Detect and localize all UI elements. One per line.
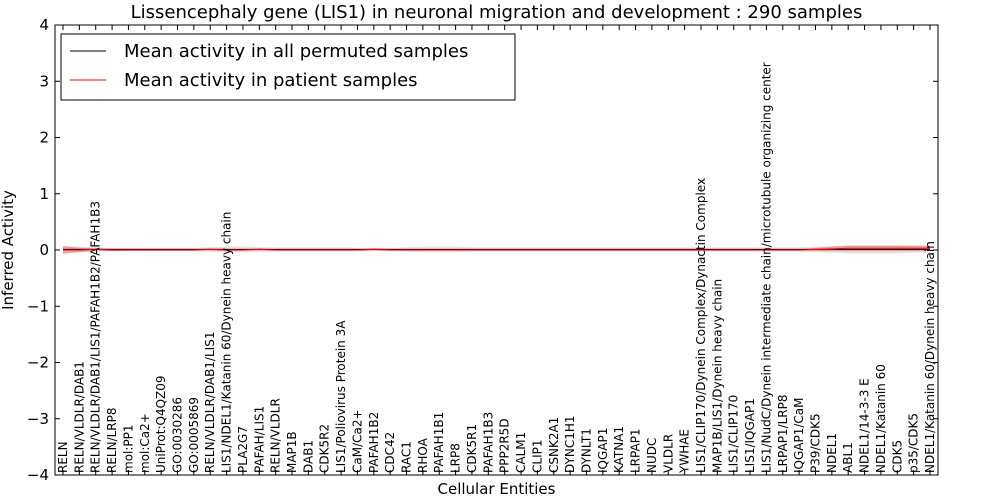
x-tick-label: CALM1 bbox=[514, 432, 528, 473]
x-axis-label: Cellular Entities bbox=[438, 480, 556, 498]
x-tick-label: IQGAP1 bbox=[596, 428, 610, 473]
x-tick-label: LIS1/CLIP170/Dynein Complex/Dynactin Com… bbox=[694, 178, 708, 473]
x-tick-label: GO:0005869 bbox=[187, 397, 201, 473]
x-tick-label: RAC1 bbox=[400, 441, 414, 473]
legend-label-0: Mean activity in all permuted samples bbox=[124, 41, 468, 62]
x-tick-label: CDK5 bbox=[890, 440, 904, 473]
chart-title: Lissencephaly gene (LIS1) in neuronal mi… bbox=[131, 2, 863, 23]
y-tick-label: −2 bbox=[27, 354, 49, 372]
y-tick-label: 3 bbox=[39, 72, 49, 90]
x-tick-label: LIS1/NudC/Dynein intermediate chain/micr… bbox=[759, 62, 773, 473]
y-tick-label: −4 bbox=[27, 466, 49, 484]
x-tick-label: PAFAH1B3 bbox=[481, 412, 495, 473]
x-tick-label: p35/CDK5 bbox=[907, 413, 921, 473]
x-tick-label: LIS1/IQGAP1 bbox=[743, 398, 757, 473]
x-tick-label: mol:Ca2+ bbox=[138, 413, 152, 473]
x-tick-label: VLDLR bbox=[661, 434, 675, 473]
x-tick-label: DYNLT1 bbox=[580, 428, 594, 473]
legend-box bbox=[60, 33, 516, 101]
x-tick-label: DAB1 bbox=[301, 440, 315, 473]
x-tick-label: CaM/Ca2+ bbox=[351, 409, 365, 473]
x-tick-label: CDK5R2 bbox=[318, 424, 332, 473]
x-tick-label: IQGAP1/CaM bbox=[792, 398, 806, 474]
x-tick-label: UniProt:Q4QZ09 bbox=[154, 375, 168, 473]
y-tick-label: 2 bbox=[39, 129, 49, 147]
x-tick-label: NUDC bbox=[645, 438, 659, 473]
x-tick-label: LRPAP1/LRP8 bbox=[776, 394, 790, 473]
x-tick-label: NDEL1/14-3-3 E bbox=[858, 378, 872, 473]
x-tick-label: NDEL1/Katanin 60 bbox=[874, 364, 888, 473]
x-tick-label: RELN/VLDLR/DAB1/LIS1 bbox=[203, 332, 217, 473]
x-tick-label: LIS1/CLIP170 bbox=[727, 395, 741, 473]
y-tick-label: −1 bbox=[27, 297, 49, 315]
x-tick-label: PAFAH1B2 bbox=[367, 412, 381, 473]
x-tick-label: KATNA1 bbox=[612, 426, 626, 473]
x-tick-label: MAP1B/LIS1/Dynein heavy chain bbox=[710, 279, 724, 473]
x-tick-label: P39/CDK5 bbox=[809, 413, 823, 473]
x-tick-label: RELN bbox=[56, 441, 70, 473]
legend: Mean activity in all permuted samples Mea… bbox=[60, 33, 516, 101]
x-tick-label: LIS1/Poliovirus Protein 3A bbox=[334, 320, 348, 473]
legend-label-1: Mean activity in patient samples bbox=[124, 70, 418, 91]
x-tick-label: MAP1B bbox=[285, 431, 299, 473]
plot-frame bbox=[54, 24, 939, 476]
x-tick-label: RHOA bbox=[416, 437, 430, 473]
y-tick-label: 4 bbox=[39, 16, 49, 34]
x-tick-label: LRPAP1 bbox=[629, 428, 643, 473]
x-tick-label: CLIP1 bbox=[530, 440, 544, 473]
y-tick-label: 0 bbox=[39, 241, 49, 259]
series-lines bbox=[63, 247, 930, 251]
x-tick-label: GO:0030286 bbox=[171, 397, 185, 473]
x-tick-label: RELN/VLDLR/DAB1/LIS1/PAFAH1B2/PAFAH1B3 bbox=[89, 201, 103, 473]
y-tick-label: −3 bbox=[27, 410, 49, 428]
x-tick-label: LRP8 bbox=[449, 443, 463, 473]
x-tick-label: PAFAH1B1 bbox=[432, 412, 446, 473]
x-tick-label: PPP2R5D bbox=[498, 418, 512, 473]
x-tick-label: PLA2G7 bbox=[236, 426, 250, 473]
y-ticks: −4 −3 −2 −1 0 1 2 3 4 bbox=[27, 16, 938, 484]
x-tick-label: NDEL1 bbox=[825, 433, 839, 473]
x-tick-label: NDEL1/Katanin 60/Dynein heavy chain bbox=[923, 241, 937, 473]
x-tick-label: CSNK2A1 bbox=[547, 417, 561, 473]
y-tick-label: 1 bbox=[39, 185, 49, 203]
x-tick-label: DYNC1H1 bbox=[563, 415, 577, 473]
x-tick-label: RELN/VLDLR/DAB1 bbox=[72, 361, 86, 473]
x-tick-label: LIS1/NDEL1/Katanin 60/Dynein heavy chain bbox=[220, 212, 234, 473]
x-tick-label: YWHAE bbox=[678, 429, 692, 474]
x-tick-label: PAFAH/LIS1 bbox=[252, 406, 266, 473]
y-axis-label: Inferred Activity bbox=[0, 190, 17, 310]
x-tick-label: RELN/VLDLR bbox=[269, 398, 283, 473]
x-tick-label: CDK5R1 bbox=[465, 424, 479, 473]
x-tick-label: mol:PP1 bbox=[121, 424, 135, 473]
line-series-1 bbox=[63, 247, 930, 251]
x-tick-label: CDC42 bbox=[383, 432, 397, 473]
x-tick-label: RELN/LRP8 bbox=[105, 407, 119, 473]
x-ticks: RELN RELN/VLDLR/DAB1 RELN/VLDLR/DAB1/LIS1/… bbox=[56, 25, 937, 475]
x-tick-label: ABL1 bbox=[841, 442, 855, 473]
